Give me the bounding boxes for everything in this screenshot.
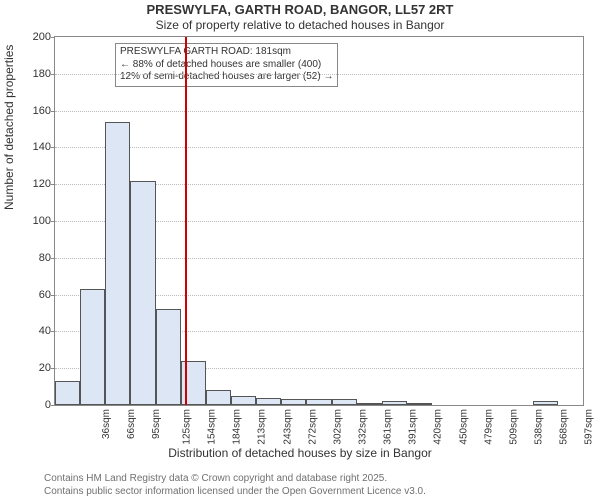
annotation-box: PRESWYLFA GARTH ROAD: 181sqm ← 88% of de… — [115, 43, 338, 87]
histogram-bar — [256, 398, 281, 405]
histogram-bar — [306, 399, 331, 405]
y-axis-label: Number of detached properties — [2, 45, 16, 210]
y-tick-mark — [51, 295, 55, 296]
annotation-line-1: PRESWYLFA GARTH ROAD: 181sqm — [120, 46, 333, 59]
x-tick-label: 302sqm — [332, 409, 343, 445]
x-tick-label: 568sqm — [559, 409, 570, 445]
x-tick-label: 538sqm — [534, 409, 545, 445]
histogram-bar — [80, 289, 105, 405]
histogram-bar — [130, 181, 155, 405]
histogram-bar — [382, 401, 407, 405]
x-tick-label: 243sqm — [282, 409, 293, 445]
y-tick-mark — [51, 368, 55, 369]
histogram-bar — [231, 396, 256, 405]
x-tick-label: 95sqm — [151, 409, 162, 439]
footer-line-2: Contains public sector information licen… — [44, 486, 426, 499]
gridline — [55, 74, 583, 75]
histogram-bar — [281, 399, 306, 405]
x-tick-label: 332sqm — [358, 409, 369, 445]
x-tick-label: 66sqm — [126, 409, 137, 439]
chart-container: PRESWYLFA, GARTH ROAD, BANGOR, LL57 2RT … — [0, 0, 600, 500]
marker-line — [185, 37, 187, 405]
histogram-bar — [357, 403, 382, 405]
histogram-bar — [55, 381, 80, 405]
y-tick-mark — [51, 221, 55, 222]
x-tick-label: 184sqm — [232, 409, 243, 445]
x-axis-label: Distribution of detached houses by size … — [0, 446, 600, 460]
x-tick-label: 361sqm — [383, 409, 394, 445]
x-tick-label: 154sqm — [207, 409, 218, 445]
annotation-line-2: ← 88% of detached houses are smaller (40… — [120, 59, 333, 72]
x-tick-label: 509sqm — [508, 409, 519, 445]
x-tick-label: 420sqm — [433, 409, 444, 445]
histogram-bar — [156, 309, 181, 405]
y-tick-mark — [51, 184, 55, 185]
x-tick-label: 391sqm — [408, 409, 419, 445]
chart-title: PRESWYLFA, GARTH ROAD, BANGOR, LL57 2RT — [0, 2, 600, 17]
histogram-bar — [407, 403, 432, 405]
chart-subtitle: Size of property relative to detached ho… — [0, 18, 600, 32]
histogram-bar — [105, 122, 130, 405]
plot-area: PRESWYLFA GARTH ROAD: 181sqm ← 88% of de… — [54, 36, 584, 406]
y-tick-mark — [51, 111, 55, 112]
x-tick-label: 125sqm — [182, 409, 193, 445]
x-tick-label: 272sqm — [307, 409, 318, 445]
x-tick-label: 36sqm — [101, 409, 112, 439]
histogram-bar — [206, 390, 231, 405]
y-tick-mark — [51, 37, 55, 38]
histogram-bar — [533, 401, 558, 405]
y-tick-mark — [51, 331, 55, 332]
x-tick-label: 597sqm — [584, 409, 595, 445]
y-tick-mark — [51, 258, 55, 259]
y-tick-mark — [51, 147, 55, 148]
histogram-bar — [332, 399, 357, 405]
x-tick-label: 213sqm — [257, 409, 268, 445]
footer-line-1: Contains HM Land Registry data © Crown c… — [44, 473, 426, 486]
gridline — [55, 111, 583, 112]
y-tick-mark — [51, 405, 55, 406]
gridline — [55, 147, 583, 148]
x-tick-label: 450sqm — [458, 409, 469, 445]
y-tick-mark — [51, 74, 55, 75]
footer-attribution: Contains HM Land Registry data © Crown c… — [44, 473, 426, 498]
x-tick-label: 479sqm — [483, 409, 494, 445]
